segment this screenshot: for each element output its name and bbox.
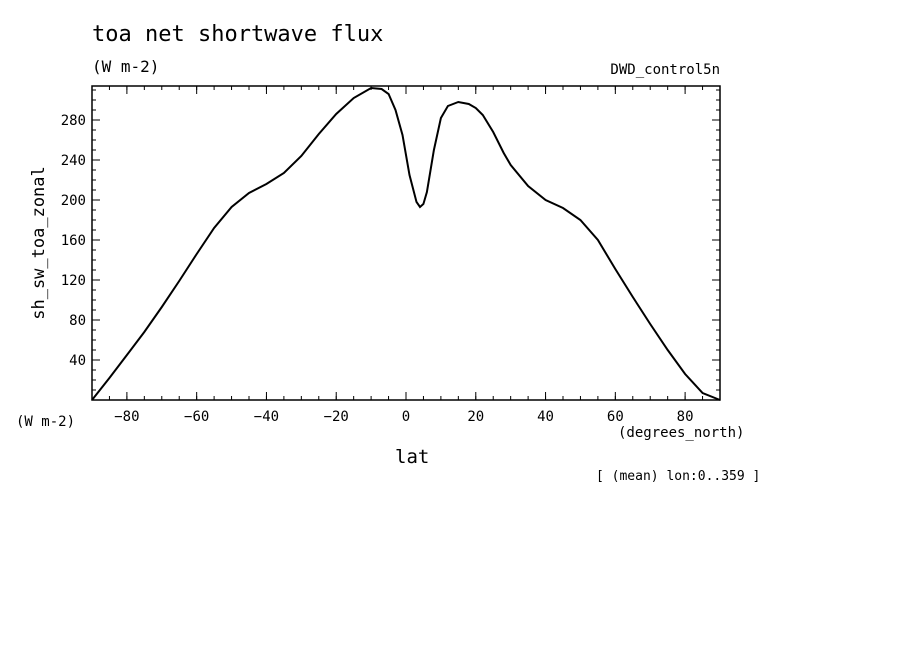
x-tick-label: 20	[467, 409, 484, 425]
chart-units: (W m-2)	[92, 57, 160, 76]
axis-ticks	[91, 86, 721, 400]
y-axis-units: (W m-2)	[16, 414, 76, 430]
x-axis-label: lat	[395, 446, 430, 468]
series-line	[91, 86, 721, 401]
x-tick-label: 0	[402, 409, 410, 425]
averaging-note: [ (mean) lon:0..359 ]	[596, 469, 761, 484]
y-tick-label: 160	[61, 233, 86, 249]
y-tick-label: 80	[69, 313, 86, 329]
x-tick-label: 40	[537, 409, 554, 425]
x-tick-label: −80	[114, 409, 139, 425]
x-tick-label: −40	[254, 409, 279, 425]
x-tick-label: 60	[607, 409, 624, 425]
y-tick-label: 120	[61, 273, 86, 289]
x-tick-label: −60	[184, 409, 209, 425]
x-axis-units: (degrees_north)	[618, 425, 745, 441]
x-tick-label: −20	[324, 409, 349, 425]
y-tick-label: 280	[61, 113, 86, 129]
x-tick-label: 80	[677, 409, 694, 425]
chart-title: toa net shortwave flux	[92, 22, 384, 47]
y-tick-label: 240	[61, 153, 86, 169]
plot-frame	[91, 85, 721, 401]
dataset-name: DWD_control5n	[610, 62, 720, 78]
y-tick-label: 40	[69, 353, 86, 369]
tick-labels: −80 −60 −40 −20 0 20 40 60 80 40 80 120 160 200 240 280	[61, 113, 694, 425]
y-axis-label: sh_sw_toa_zonal	[29, 166, 49, 320]
y-tick-label: 200	[61, 193, 86, 209]
